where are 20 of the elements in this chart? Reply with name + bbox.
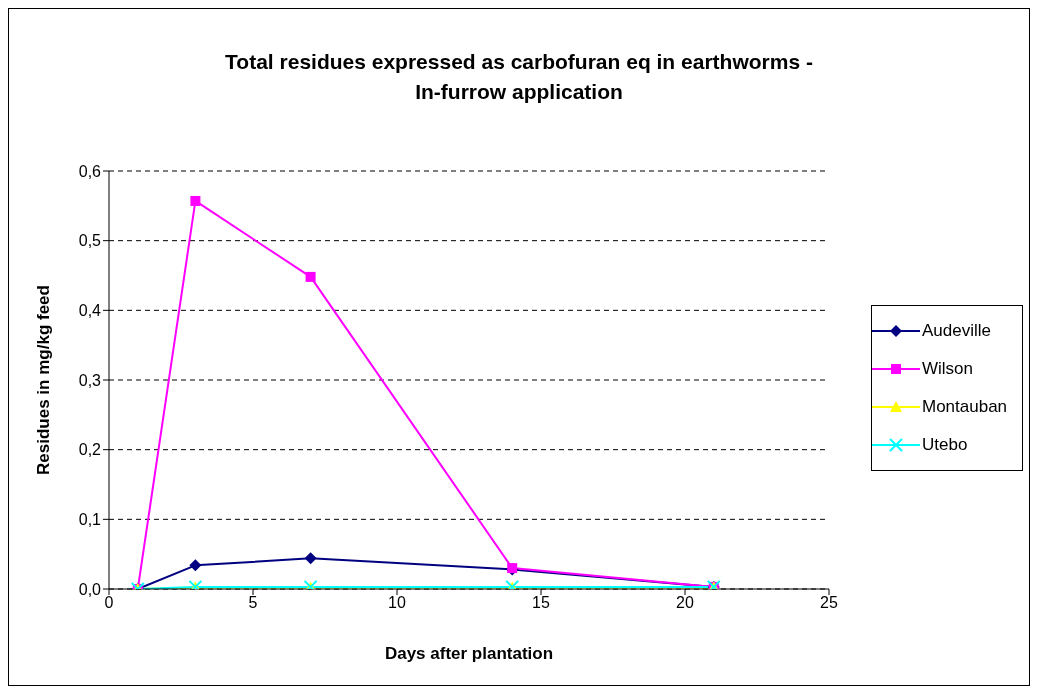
x-tick-label: 5: [248, 594, 258, 612]
y-tick-label: 0,5: [78, 232, 102, 250]
y-tick-label: 0,2: [78, 441, 102, 459]
y-tick-label: 0,0: [78, 580, 102, 598]
legend-label: Wilson: [922, 359, 974, 379]
y-tick-label: 0,3: [78, 371, 102, 389]
x-axis-title: Days after plantation: [384, 644, 554, 663]
x-tick-label: 20: [676, 594, 694, 612]
y-tick-label: 0,6: [78, 162, 102, 180]
legend-label: Audeville: [922, 321, 991, 341]
legend-label: Utebo: [922, 435, 968, 455]
y-tick-label: 0,4: [78, 302, 102, 320]
x-tick-label: 10: [388, 594, 406, 612]
legend-label: Montauban: [922, 397, 1008, 417]
chart-title: Total residues expressed as carbofuran eq in earthworms - In-furrow application: [224, 49, 814, 105]
x-tick-label: 0: [104, 594, 114, 612]
x-tick-label: 15: [532, 594, 550, 612]
y-axis-title: Residues in mg/kg feed: [34, 285, 54, 475]
x-tick-label: 25: [820, 594, 838, 612]
y-tick-label: 0,1: [78, 511, 102, 529]
